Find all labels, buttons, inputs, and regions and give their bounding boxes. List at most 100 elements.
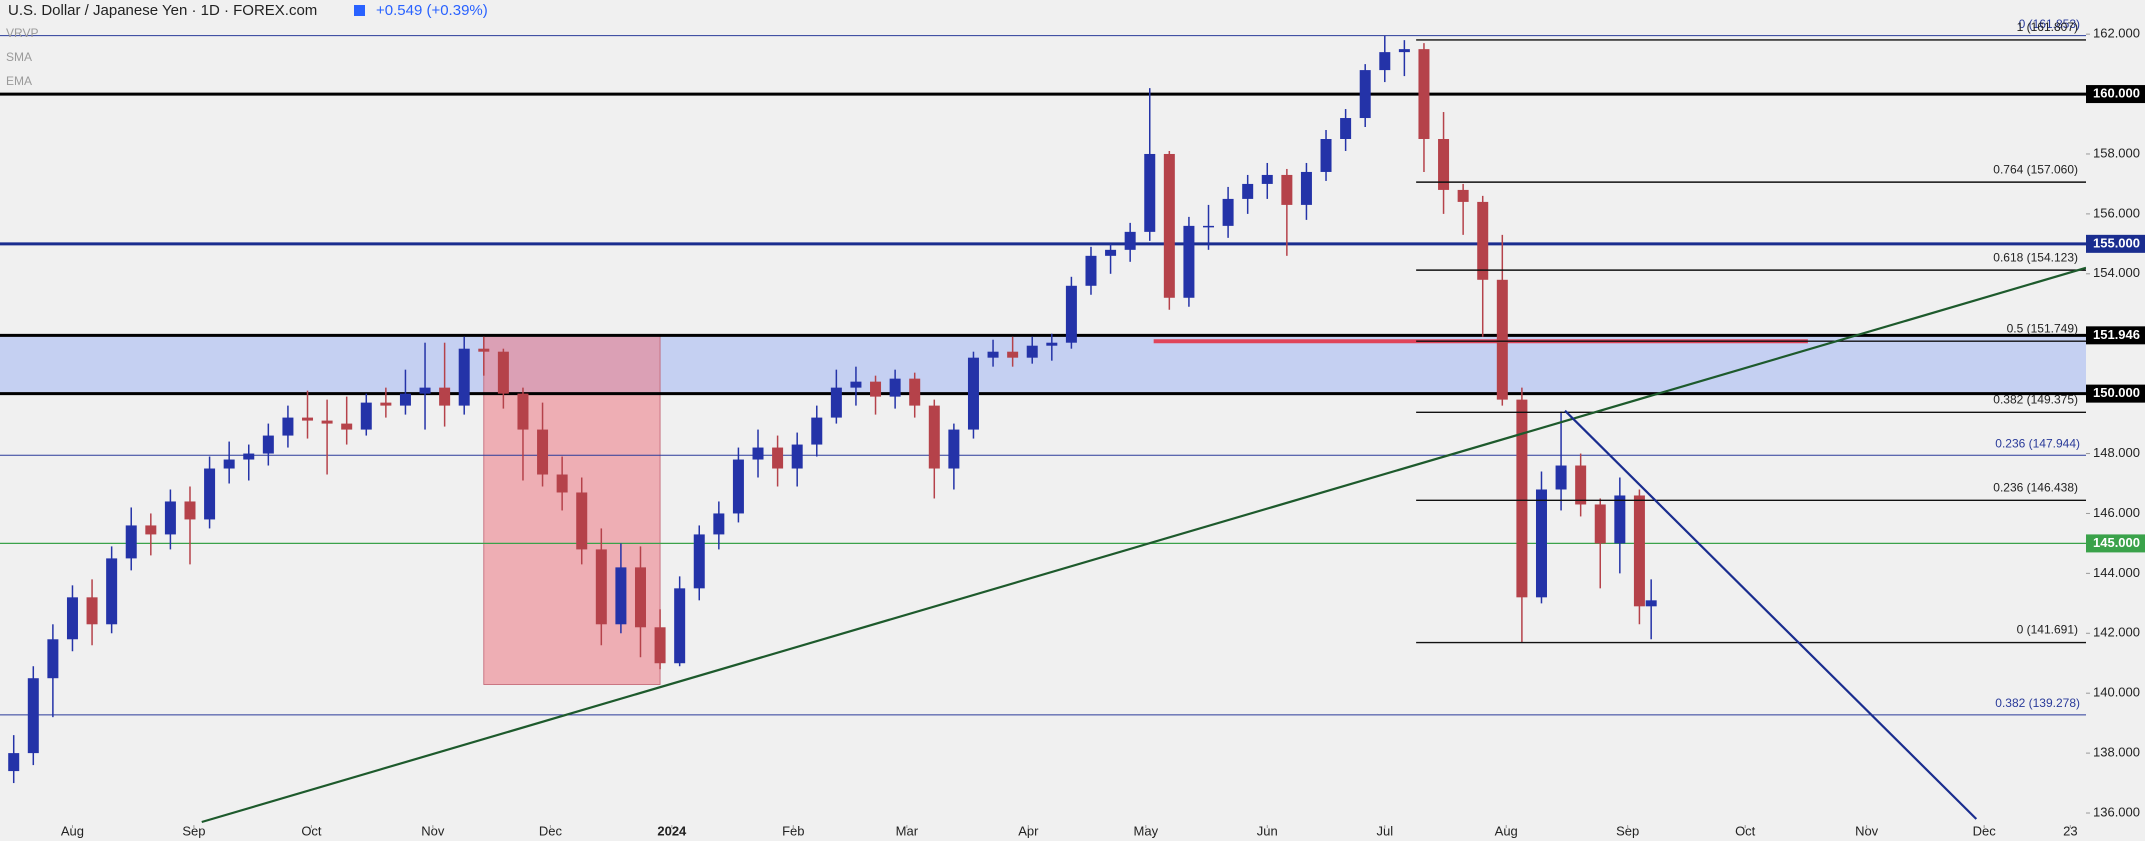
- x-tick-label: Sep: [1616, 823, 1639, 838]
- candle-body: [1242, 183, 1254, 199]
- candle-body: [1645, 600, 1657, 607]
- indicator-label: EMA: [6, 74, 32, 88]
- candle-body: [1124, 231, 1136, 250]
- candle-body: [791, 444, 803, 469]
- candle-body: [1555, 465, 1567, 490]
- drawings: 0 (161.853) 0.236 (147.944) 0.382 (139.278…: [201, 17, 2087, 824]
- candle-body: [1359, 70, 1371, 119]
- fib-label: 0.764 (157.060): [1993, 162, 2078, 176]
- x-tick-label: Dec: [1973, 823, 1997, 838]
- candle-body: [615, 567, 627, 625]
- x-tick-label: 2024: [657, 823, 687, 838]
- price-tag: [2086, 85, 2145, 104]
- candle-body: [47, 639, 59, 679]
- candle-body: [713, 513, 725, 535]
- candle-body: [125, 525, 137, 559]
- candle-body: [1144, 153, 1156, 232]
- candle-body: [948, 429, 960, 469]
- candle-body: [576, 492, 588, 550]
- candle-body: [302, 417, 314, 421]
- candle-body: [1457, 189, 1469, 202]
- candle-body: [1535, 489, 1547, 598]
- candle-body: [27, 678, 39, 754]
- candle-body: [1477, 201, 1489, 280]
- candle-body: [1340, 118, 1352, 139]
- price-tag: [2086, 234, 2145, 253]
- candle-body: [1203, 225, 1215, 228]
- price-axis: [2086, 0, 2145, 841]
- candle-body: [145, 525, 157, 535]
- candle-body: [1026, 345, 1038, 358]
- candle-body: [66, 597, 78, 640]
- x-tick-label: Sep: [182, 823, 205, 838]
- price-change: +0.549 (+0.39%): [376, 2, 488, 19]
- fib-label: 0.236 (147.944): [1995, 436, 2080, 450]
- trendline: [201, 266, 2087, 824]
- y-tick-label: 142.000: [2093, 625, 2140, 640]
- x-tick-label: Apr: [1018, 823, 1039, 838]
- candle-body: [1379, 52, 1391, 71]
- candle-body: [360, 402, 372, 430]
- fib-label: 0.618 (154.123): [1993, 250, 2078, 264]
- x-tick-label: Oct: [1735, 823, 1756, 838]
- candle-body: [1516, 399, 1528, 598]
- zone: [0, 335, 2086, 394]
- candle-body: [1614, 495, 1626, 544]
- candle-body: [1633, 495, 1645, 607]
- y-tick-label: 144.000: [2093, 565, 2140, 580]
- price-tag: [2086, 534, 2145, 553]
- candle-body: [8, 753, 20, 772]
- overlays: [0, 35, 2086, 716]
- candle-body: [1222, 198, 1234, 226]
- candle-body: [1105, 249, 1117, 256]
- candle-body: [1300, 171, 1312, 205]
- indicator-label: VRVP: [6, 26, 38, 40]
- candle-body: [380, 402, 392, 406]
- candle-body: [106, 558, 118, 625]
- candle-body: [634, 567, 646, 628]
- time-axis: [0, 825, 2145, 841]
- candle-body: [223, 459, 235, 469]
- y-tick-label: 140.000: [2093, 685, 2140, 700]
- candle-body: [1007, 351, 1019, 358]
- candle-body: [1085, 255, 1097, 286]
- x-tick-label: Mar: [896, 823, 919, 838]
- candle-body: [1261, 174, 1273, 184]
- flag-icon: [354, 5, 365, 16]
- candle-body: [811, 417, 823, 445]
- x-tick-label: May: [1134, 823, 1159, 838]
- candle-body: [478, 348, 490, 352]
- candle-body: [693, 534, 705, 589]
- price-tag: [2086, 384, 2145, 403]
- candle-body: [341, 423, 353, 430]
- fib-label: 0 (141.691): [2017, 623, 2078, 637]
- symbol-title[interactable]: U.S. Dollar / Japanese Yen · 1D · FOREX.…: [8, 2, 317, 19]
- candle-body: [987, 351, 999, 358]
- candle-body: [1418, 49, 1430, 139]
- candle-body: [439, 387, 451, 406]
- candles: [8, 35, 1657, 784]
- candle-body: [752, 447, 764, 460]
- candle-body: [1575, 465, 1587, 505]
- price-tag-label: 151.946: [2093, 327, 2140, 342]
- candle-body: [1046, 342, 1058, 346]
- candle-body: [164, 501, 176, 535]
- x-tick-label: Nov: [421, 823, 445, 838]
- candle-body: [86, 597, 98, 625]
- candle-body: [1594, 504, 1606, 544]
- candle-body: [556, 474, 568, 493]
- x-tick-label: Oct: [301, 823, 322, 838]
- fib-label: 0 (161.853): [2019, 17, 2080, 31]
- candle-body: [497, 351, 509, 394]
- candle-body: [262, 435, 274, 454]
- price-tag-label: 150.000: [2093, 385, 2140, 400]
- x-tick-label: Nov: [1855, 823, 1879, 838]
- price-tag-label: 145.000: [2093, 535, 2140, 550]
- y-tick-label: 162.000: [2093, 26, 2140, 41]
- candle-body: [870, 381, 882, 397]
- y-tick-label: 136.000: [2093, 804, 2140, 819]
- candle-body: [1281, 174, 1293, 205]
- candle-body: [321, 420, 333, 424]
